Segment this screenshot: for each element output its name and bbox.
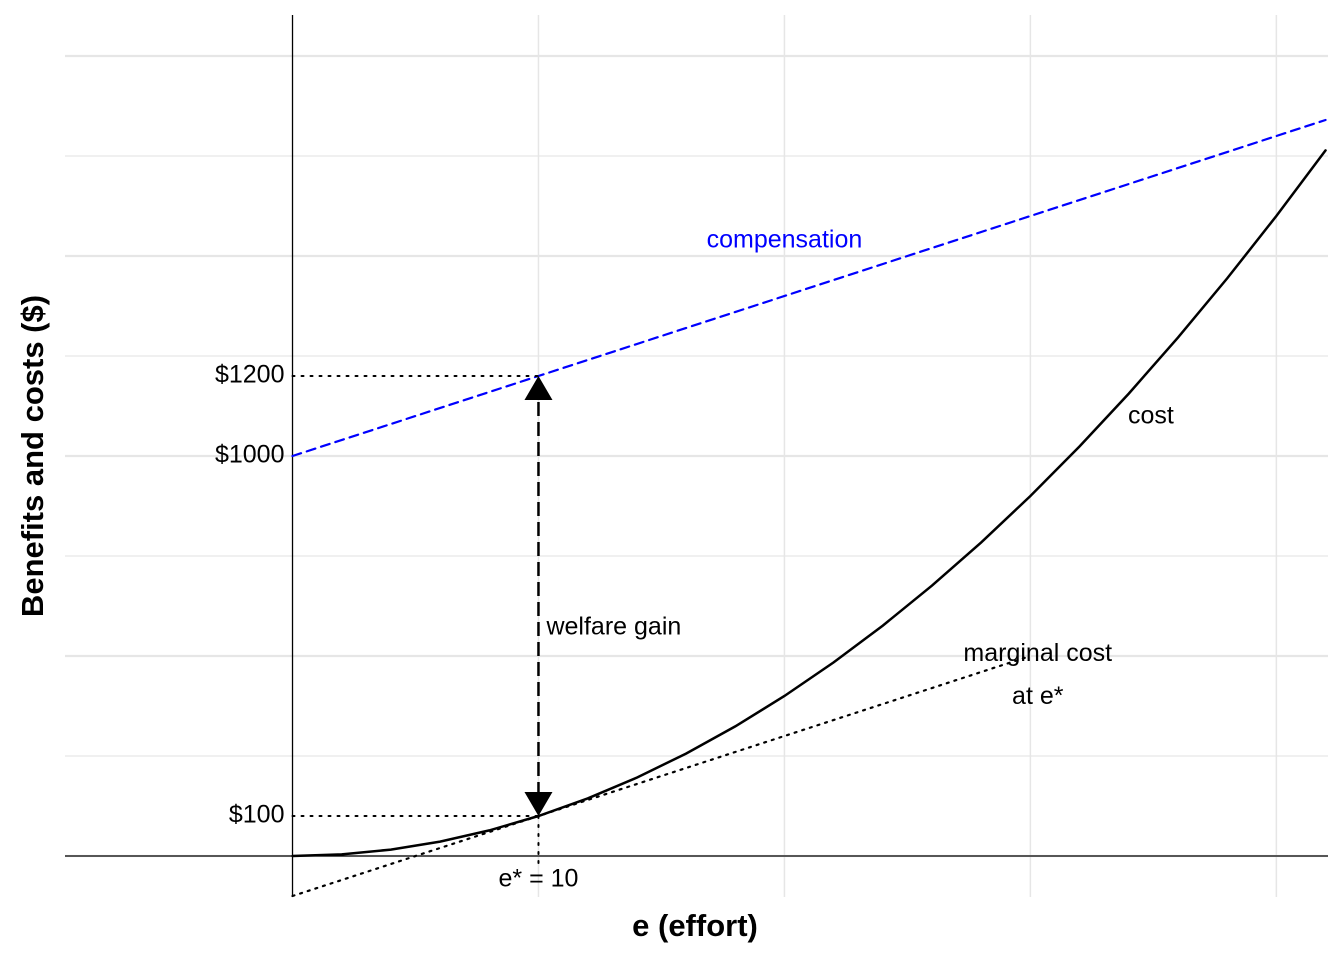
y-tick-label: $1200 (215, 361, 285, 389)
y-tick-label: $100 (229, 801, 285, 829)
series-label: cost (1127, 401, 1174, 430)
y-axis-title: Benefits and costs ($) (15, 295, 50, 617)
x-axis-title: e (effort) (632, 908, 758, 943)
series-label: compensation (706, 225, 863, 254)
line-series (291, 149, 1327, 858)
line-series (291, 118, 1327, 458)
arrow-head (524, 792, 553, 816)
annotation: welfare gain (545, 613, 681, 641)
arrow-head (524, 376, 553, 400)
y-tick-label: $1000 (215, 441, 285, 469)
series-label: marginal cost at e* (963, 639, 1113, 711)
line-series (291, 654, 1032, 898)
x-tick-label: e* = 10 (499, 865, 579, 893)
